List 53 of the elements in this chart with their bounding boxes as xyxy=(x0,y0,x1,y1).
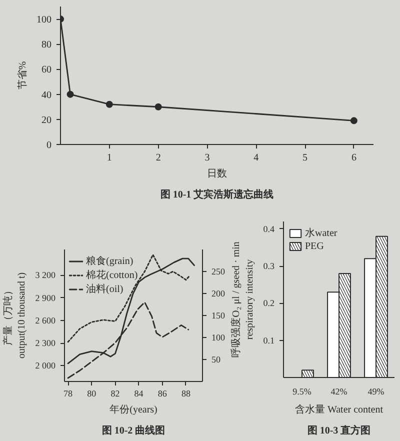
y2-tick-label: 250 xyxy=(212,266,226,276)
point xyxy=(106,100,113,108)
y-tick-label: 3 200 xyxy=(35,270,56,280)
x-tick-label: 88 xyxy=(181,388,191,398)
y-tick-label: 0.4 xyxy=(263,224,275,234)
y-tick-label: 2 600 xyxy=(35,315,56,326)
point xyxy=(154,103,162,110)
x-tick-label: 9.5% xyxy=(292,386,312,396)
x-tick-label: 49% xyxy=(368,386,385,396)
y-axis-title: 产量（万吨） output(10 thousand t) xyxy=(2,272,28,359)
y-tick-label: 0.3 xyxy=(263,261,275,272)
y2-tick-label: 200 xyxy=(212,288,226,298)
y-tick-label: 0.2 xyxy=(263,298,274,308)
legend-label: 粮食(grain) xyxy=(86,254,134,268)
legend-label: PEG xyxy=(305,240,325,252)
point xyxy=(66,90,74,98)
y-axis-title: 节省% xyxy=(16,61,28,90)
y2-tick-label: 50 xyxy=(212,354,221,364)
point xyxy=(350,117,358,124)
x-axis-title: 年份(years) xyxy=(110,404,158,416)
y-tick-label: 2 000 xyxy=(35,360,56,371)
x-tick-label: 6 xyxy=(351,152,356,164)
y2-tick-label: 100 xyxy=(212,332,226,342)
y-tick-label: 2 300 xyxy=(35,338,56,348)
y-tick-label: 40 xyxy=(42,90,52,101)
y-tick-label: 100 xyxy=(36,14,52,26)
text: 图 10-1 艾宾浩斯遗忘曲线 xyxy=(160,188,274,200)
y2-tick-label: 150 xyxy=(212,310,226,320)
x-tick-label: 42% xyxy=(330,386,348,396)
x-tick-label: 3 xyxy=(204,152,210,164)
x-tick-label: 4 xyxy=(254,152,259,164)
x-tick-label: 78 xyxy=(64,388,74,398)
text: 图 10-2 曲线图 xyxy=(102,424,166,436)
y-tick-label: 0.1 xyxy=(263,335,274,346)
y-tick-label: 60 xyxy=(42,64,52,76)
y-tick-label: 2 900 xyxy=(35,292,56,303)
legend-label: 水water xyxy=(305,226,338,240)
text: 图 10-3 直方图 xyxy=(307,424,371,436)
x-tick-label: 80 xyxy=(87,388,97,398)
y-tick-label: 0 xyxy=(46,140,52,151)
x-tick-label: 5 xyxy=(302,152,308,164)
y-axis-title: 呼吸强度O₂ μl / gseed · min respiratory intensity xyxy=(230,242,256,358)
x-tick-label: 86 xyxy=(158,388,168,398)
legend-label: 油料(oil) xyxy=(86,282,124,296)
y-tick-label: 80 xyxy=(42,40,52,51)
x-tick-label: 2 xyxy=(156,152,161,164)
x-tick-label: 1 xyxy=(106,152,112,164)
y-tick-label: 20 xyxy=(42,114,52,126)
x-axis-title: 日数 xyxy=(207,168,227,180)
x-tick-label: 84 xyxy=(134,388,144,398)
x-tick-label: 82 xyxy=(110,388,120,398)
x-axis-title: 含水量 Water content xyxy=(294,404,384,416)
legend-label: 棉花(cotton) xyxy=(86,268,138,282)
